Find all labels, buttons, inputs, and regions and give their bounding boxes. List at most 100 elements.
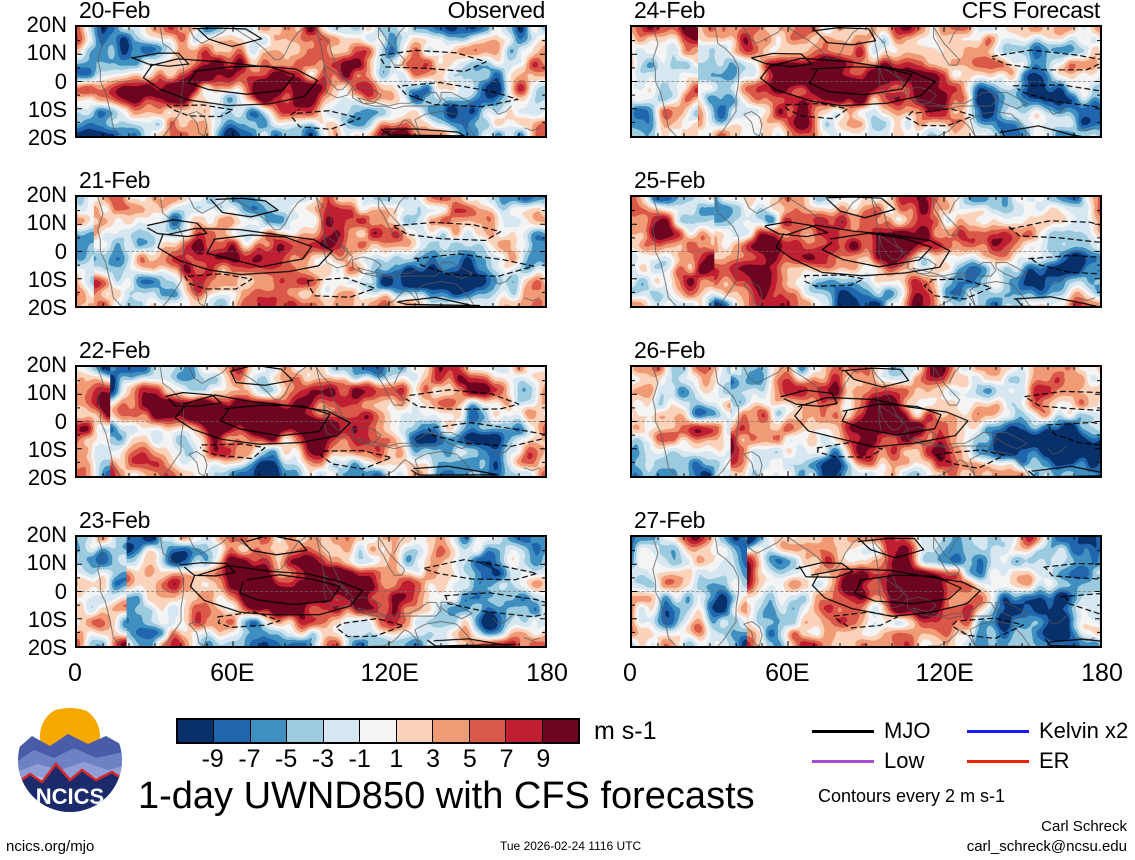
colorbar-segment xyxy=(396,720,434,742)
x-axis-tick-label: 0 xyxy=(623,659,637,687)
panel-date-label: 27-Feb xyxy=(634,507,706,533)
map-panel: 27-Feb xyxy=(630,509,1102,648)
map-plot-area xyxy=(75,25,547,138)
y-axis-tick-label: 0 xyxy=(54,578,67,604)
colorbar-tick-label: 1 xyxy=(389,745,404,773)
map-panel: 20-Feb Observed xyxy=(75,0,547,138)
legend-row: MJO Kelvin x2 xyxy=(812,716,1128,746)
legend-label: Kelvin x2 xyxy=(1039,718,1129,743)
y-axis-tick-label: 20S xyxy=(27,295,67,320)
x-axis-tick-label: 0 xyxy=(68,659,82,687)
legend-row: Low ER xyxy=(812,746,1122,776)
ncics-logo: NCICS xyxy=(18,708,122,812)
map-plot-area xyxy=(75,365,547,478)
legend-item-er: ER xyxy=(967,750,1122,772)
y-axis-tick-label: 20S xyxy=(27,635,67,660)
y-axis-tick-label: 20N xyxy=(26,12,67,37)
logo-text: NCICS xyxy=(36,784,104,809)
map-field-canvas xyxy=(632,367,1100,476)
panel-date-label: 26-Feb xyxy=(634,337,706,363)
colorbar-segment xyxy=(506,720,543,742)
map-panel: 22-Feb xyxy=(75,339,547,478)
map-panel: 23-Feb xyxy=(75,509,547,648)
map-field-canvas xyxy=(77,27,545,136)
wave-type-legend: MJO Kelvin x2 Low ER xyxy=(812,716,1128,776)
colorbar-tick-label: -7 xyxy=(238,745,261,773)
y-axis-tick-label: 20S xyxy=(27,465,67,490)
colorbar-tick-label: -9 xyxy=(201,745,224,773)
colorbar-tick-label: 9 xyxy=(536,745,551,773)
y-axis-tick-label: 10N xyxy=(26,210,67,236)
map-plot-area xyxy=(630,195,1102,308)
map-field-canvas xyxy=(632,197,1100,306)
x-axis-labels: 0 60E 120E 180 xyxy=(68,658,568,692)
main-title: 1-day UWND850 with CFS forecasts xyxy=(138,775,755,817)
y-axis-tick-label: 10N xyxy=(26,40,67,66)
panel-date-label: 20-Feb xyxy=(79,0,151,23)
y-axis-tick-label: 20N xyxy=(26,522,67,547)
panel-source-label: Observed xyxy=(447,0,546,23)
x-axis-tick-label: 120E xyxy=(915,659,974,687)
colorbar-segment xyxy=(469,720,507,742)
colorbar-tick-label: -3 xyxy=(311,745,335,773)
colorbar-segment xyxy=(178,720,215,742)
contour-interval-note: Contours every 2 m s-1 xyxy=(818,786,1006,806)
colorbar-segment xyxy=(323,720,361,742)
panel-source-label: CFS Forecast xyxy=(961,0,1101,23)
legend-line-icon xyxy=(812,729,874,733)
y-axis-labels: 20N 10N 0 10S 20S xyxy=(1,354,73,489)
map-field-canvas xyxy=(632,27,1100,136)
map-panel: 25-Feb xyxy=(630,169,1102,308)
map-plot-area xyxy=(630,25,1102,138)
map-plot-area xyxy=(75,535,547,648)
legend-label: MJO xyxy=(884,718,931,743)
panel-date-label: 23-Feb xyxy=(79,507,151,533)
panel-date-label: 25-Feb xyxy=(634,167,706,193)
y-axis-labels: 20N 10N 0 10S 20S xyxy=(1,14,73,149)
footer-timestamp: Tue 2026-02-24 1116 UTC xyxy=(500,839,642,853)
map-field-canvas xyxy=(77,537,545,646)
legend-line-icon xyxy=(812,759,874,763)
y-axis-tick-label: 10S xyxy=(27,436,67,462)
colorbar: -9 -7 -5 -3 -1 1 3 5 7 9 xyxy=(176,718,580,774)
panel-date-label: 21-Feb xyxy=(79,167,151,193)
y-axis-tick-label: 10S xyxy=(27,96,67,122)
map-field-canvas xyxy=(77,197,545,306)
legend-line-icon xyxy=(967,729,1029,733)
y-axis-labels: 20N 10N 0 10S 20S xyxy=(1,524,73,659)
colorbar-segment xyxy=(433,720,470,742)
y-axis-labels: 20N 10N 0 10S 20S xyxy=(1,184,73,319)
legend-item-kelvin: Kelvin x2 xyxy=(967,720,1128,742)
logo-accent-line xyxy=(18,762,122,786)
y-axis-tick-label: 10N xyxy=(26,550,67,576)
x-axis-tick-label: 180 xyxy=(526,659,568,687)
footer-url[interactable]: ncics.org/mjo xyxy=(6,838,95,855)
y-axis-tick-label: 10S xyxy=(27,266,67,292)
panel-grid: 20-Feb Observed 21-Feb 22-Feb 23-Feb 24-Feb CF… xyxy=(1,0,1123,692)
colorbar-tick-label: 5 xyxy=(462,745,477,773)
map-panel: 24-Feb CFS Forecast xyxy=(630,0,1102,138)
colorbar-segment xyxy=(360,720,397,742)
footer-email[interactable]: carl_schreck@ncsu.edu xyxy=(966,838,1127,855)
panel-date-label: 24-Feb xyxy=(634,0,706,23)
footer-author: Carl Schreck xyxy=(1041,818,1127,835)
map-plot-area xyxy=(630,535,1102,648)
colorbar-tick-label: -5 xyxy=(275,745,298,773)
y-axis-tick-label: 0 xyxy=(54,68,67,94)
map-field-canvas xyxy=(632,537,1100,646)
y-axis-tick-label: 10S xyxy=(27,606,67,632)
map-panel: 21-Feb xyxy=(75,169,547,308)
x-axis-tick-label: 180 xyxy=(1081,659,1123,687)
map-plot-area xyxy=(630,365,1102,478)
y-axis-tick-label: 0 xyxy=(54,238,67,264)
legend-label: Low xyxy=(884,748,925,773)
colorbar-tick-label: 7 xyxy=(499,745,514,773)
map-plot-area xyxy=(75,195,547,308)
map-panel: 26-Feb xyxy=(630,339,1102,478)
colorbar-tick-labels: -9 -7 -5 -3 -1 1 3 5 7 9 xyxy=(176,744,580,774)
x-axis-tick-label: 60E xyxy=(210,659,255,687)
y-axis-tick-label: 20N xyxy=(26,352,67,377)
colorbar-units-label: m s-1 xyxy=(594,717,657,745)
colorbar-segment xyxy=(287,720,324,742)
colorbar-tick-label: -1 xyxy=(348,745,371,773)
